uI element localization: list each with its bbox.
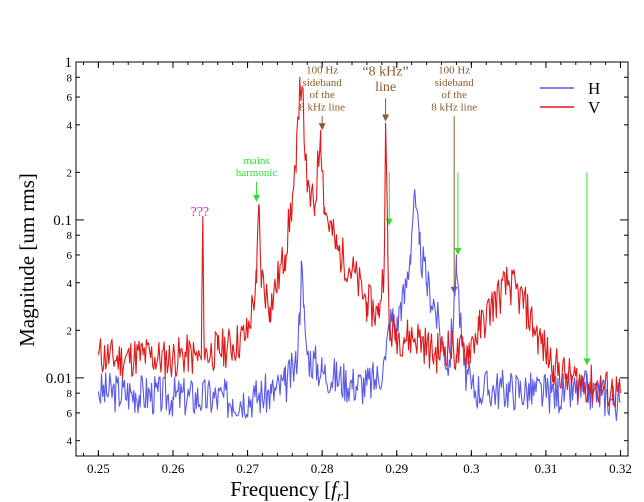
x-axis-unit: f xyxy=(331,477,340,501)
legend: HV xyxy=(540,79,601,117)
x-tick-label: 0.28 xyxy=(311,461,334,476)
y-axis-label: Magnitude [um rms] xyxy=(15,173,39,347)
y-minor-tick-label: 2 xyxy=(67,167,73,179)
y-tick-label: 1 xyxy=(65,55,73,71)
y-minor-tick-label: 8 xyxy=(67,72,73,84)
axis-ticks: 0.25 0.26 0.27 0.28 0.29 0.3 0.31 0.32 0.01 0.1 1 4… xyxy=(46,55,632,476)
annotation-text: mains xyxy=(243,155,269,167)
y-minor-tick-label: 4 xyxy=(67,278,73,290)
x-tick-label: 0.27 xyxy=(236,461,259,476)
y-minor-tick-label: 6 xyxy=(67,92,73,104)
annotation-arrow-head xyxy=(318,123,326,131)
x-tick-label: 0.31 xyxy=(535,461,558,476)
x-axis-label: Frequency [fr] xyxy=(230,477,350,502)
annotation-text: 8 kHz line xyxy=(299,101,345,113)
annotation-arrow-head xyxy=(583,358,591,366)
x-axis-bracket-close: ] xyxy=(343,477,350,501)
y-minor-tick-label: 2 xyxy=(67,325,73,337)
legend-label-H: H xyxy=(588,79,600,98)
y-tick-label: 0.1 xyxy=(53,213,72,229)
annotation-arrow-head xyxy=(454,247,462,255)
y-minor-tick-label: 8 xyxy=(67,230,73,242)
x-tick-label: 0.25 xyxy=(87,461,110,476)
annotation-text: 100 Hz xyxy=(438,64,470,76)
annotation-text: 8 kHz line xyxy=(431,101,477,113)
annotation-text: ??? xyxy=(190,205,209,220)
y-minor-tick-label: 4 xyxy=(67,120,73,132)
annotation-text: line xyxy=(375,80,396,95)
x-tick-label: 0.26 xyxy=(162,461,185,476)
x-axis-bracket-open: [ xyxy=(324,477,331,501)
annotation-text: “8 kHz” xyxy=(362,64,408,79)
x-axis-label-text: Frequency xyxy=(230,477,319,501)
annotation-arrow-head xyxy=(253,194,261,202)
x-axis-unit-sub: r xyxy=(337,489,343,502)
y-minor-tick-label: 6 xyxy=(67,250,73,262)
annotation-text: harmonic xyxy=(236,167,278,179)
y-minor-tick-label: 8 xyxy=(67,388,73,400)
annotation-text: of the xyxy=(309,89,334,101)
annotation-text: sideband xyxy=(435,77,475,89)
x-tick-label: 0.32 xyxy=(609,461,632,476)
y-minor-tick-label: 4 xyxy=(67,436,73,448)
series-line-V xyxy=(97,76,622,408)
annotation-text: of the xyxy=(442,89,467,101)
series-line-H xyxy=(97,189,621,422)
annotation-text: sideband xyxy=(303,77,343,89)
y-minor-tick-label: 6 xyxy=(67,408,73,420)
series-layer xyxy=(97,76,622,422)
y-tick-label: 0.01 xyxy=(46,371,72,387)
annotation-arrow-head xyxy=(382,114,390,122)
x-tick-label: 0.29 xyxy=(385,461,408,476)
legend-label-V: V xyxy=(588,98,601,117)
x-tick-label: 0.3 xyxy=(463,461,479,476)
annotation-text: 100 Hz xyxy=(306,64,338,76)
